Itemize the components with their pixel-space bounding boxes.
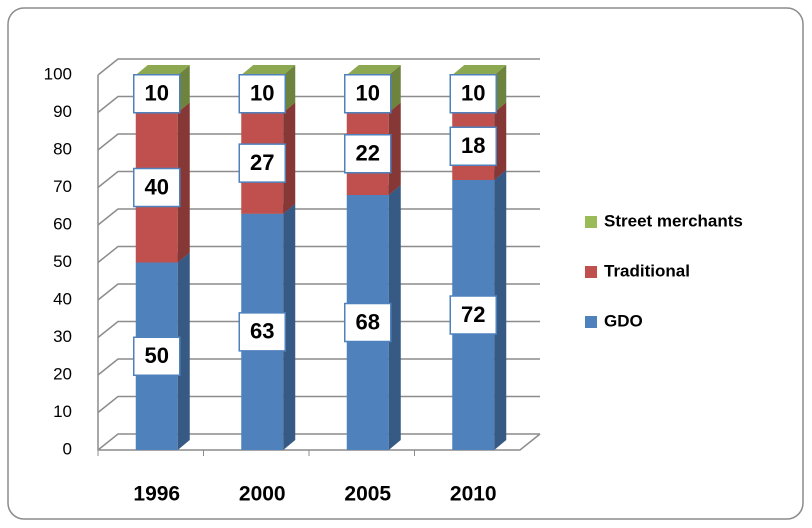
- x-tick-label: 2005: [344, 483, 391, 506]
- bar-top: [346, 65, 401, 75]
- data-label: 18: [461, 133, 485, 158]
- data-label: 68: [356, 309, 380, 334]
- chart-frame: [7, 7, 804, 520]
- y-tick-label: 10: [53, 402, 72, 421]
- data-label-box: [449, 126, 497, 166]
- y-tick-label: 40: [53, 289, 72, 308]
- bar-top: [135, 65, 190, 75]
- legend-swatch: [585, 266, 597, 278]
- legend-swatch: [585, 216, 597, 228]
- y-tick-label: 60: [53, 214, 72, 233]
- data-label: 10: [461, 81, 485, 106]
- y-tick-label: 50: [53, 252, 72, 271]
- data-label-box: [449, 74, 497, 114]
- data-label-box: [133, 74, 181, 114]
- bar-side: [494, 102, 507, 180]
- data-label-box: [344, 134, 392, 174]
- bar-side: [494, 170, 507, 450]
- bar-side: [177, 65, 190, 113]
- legend-label: GDO: [604, 311, 643, 330]
- data-label: 10: [250, 81, 274, 106]
- y-tick-label: 90: [53, 102, 72, 121]
- data-label: 50: [145, 343, 169, 368]
- data-label-box: [238, 74, 286, 114]
- data-label: 40: [145, 174, 169, 199]
- data-label-box: [238, 143, 286, 183]
- grid-line: [97, 58, 540, 76]
- bar-top: [452, 65, 507, 75]
- bar-side: [388, 65, 401, 113]
- y-tick-label: 80: [53, 139, 72, 158]
- y-tick-label: 100: [44, 64, 72, 83]
- legend-label: Traditional: [604, 261, 690, 280]
- y-tick-label: 0: [63, 439, 72, 458]
- data-label-box: [133, 167, 181, 208]
- bar-side: [283, 102, 296, 214]
- data-label-box: [344, 302, 392, 343]
- y-tick-label: 20: [53, 364, 72, 383]
- data-label: 10: [356, 81, 380, 106]
- floor: [98, 433, 541, 451]
- data-label-box: [238, 312, 286, 352]
- bar-top: [241, 65, 296, 75]
- data-label: 72: [461, 302, 485, 327]
- bar-side: [388, 185, 401, 450]
- bar-side: [177, 102, 190, 263]
- y-tick-label: 30: [53, 327, 72, 346]
- legend-label: Street merchants: [604, 211, 743, 230]
- data-label: 63: [250, 319, 274, 344]
- x-tick-label: 2010: [450, 483, 497, 506]
- bar-side: [177, 252, 190, 450]
- bar-side: [283, 203, 296, 450]
- data-label-box: [449, 295, 497, 335]
- x-tick-label: 2000: [239, 483, 286, 506]
- legend-swatch: [585, 316, 597, 328]
- data-label: 27: [250, 150, 274, 175]
- data-label-box: [344, 74, 392, 114]
- data-label: 22: [356, 141, 380, 166]
- data-label-box: [133, 336, 181, 376]
- bar-side: [388, 102, 401, 195]
- bar-side: [283, 65, 296, 113]
- x-tick-label: 1996: [133, 483, 180, 506]
- y-tick-label: 70: [53, 177, 72, 196]
- bar-side: [494, 65, 507, 113]
- data-label: 10: [145, 81, 169, 106]
